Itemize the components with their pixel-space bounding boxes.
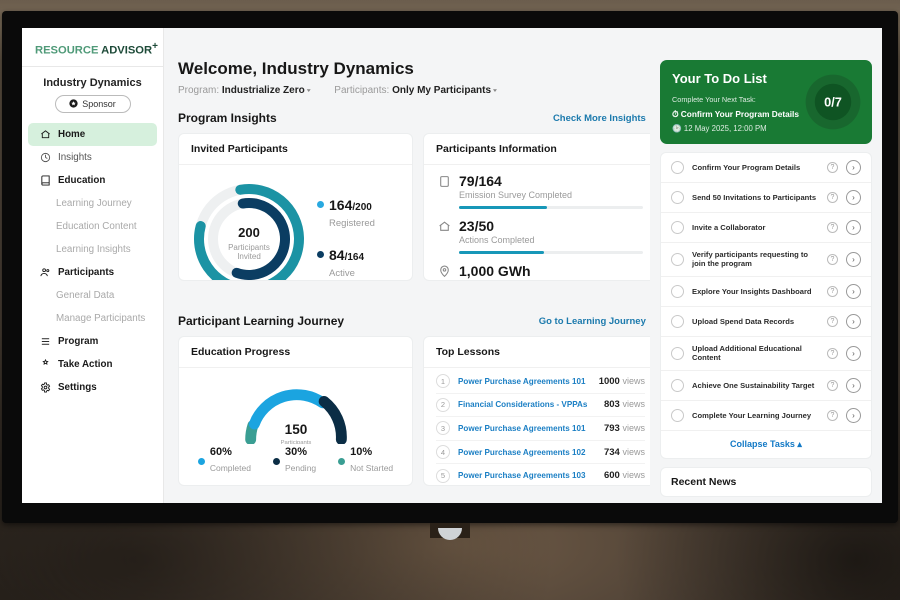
svg-text:Participants: Participants	[280, 440, 311, 444]
svg-text:Participants: Participants	[228, 243, 270, 252]
svg-text:Invited: Invited	[237, 252, 261, 261]
svg-text:200: 200	[238, 225, 260, 240]
svg-text:150: 150	[284, 422, 307, 437]
svg-text:0/7: 0/7	[824, 95, 842, 110]
